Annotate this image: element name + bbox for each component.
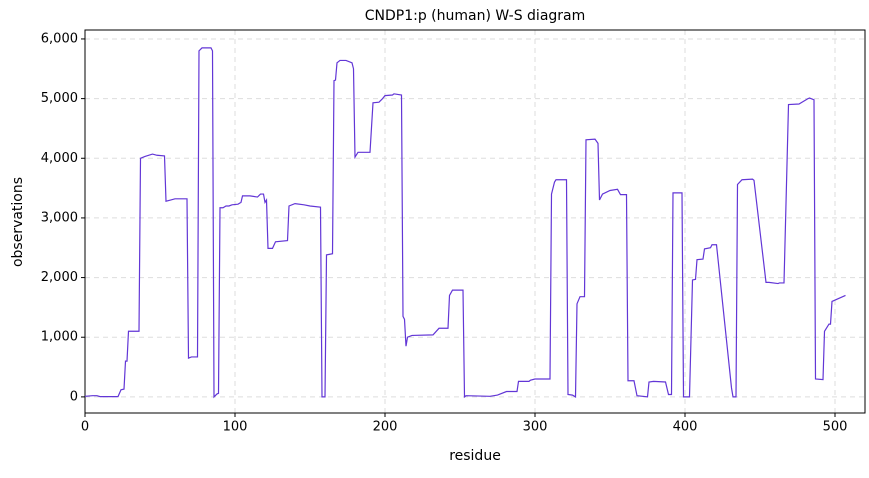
x-tick-label: 200 [373,420,398,435]
y-tick-label: 4,000 [41,151,78,166]
y-tick-label: 0 [70,389,78,404]
y-tick-label: 6,000 [41,31,78,46]
chart-title: CNDP1:p (human) W-S diagram [365,8,586,24]
plot-frame [84,29,866,414]
y-axis-label: observations [10,177,26,267]
y-tick-label: 5,000 [41,91,78,106]
y-tick-label: 1,000 [41,330,78,345]
y-tick-label: 3,000 [41,210,78,225]
y-tick-label: 2,000 [41,270,78,285]
x-tick-label: 0 [81,420,89,435]
data-line [84,47,846,399]
x-axis-label: residue [449,448,501,464]
x-tick-label: 400 [673,420,698,435]
x-tick-label: 300 [523,420,548,435]
x-tick-label: 500 [823,420,848,435]
x-tick-label: 100 [223,420,248,435]
